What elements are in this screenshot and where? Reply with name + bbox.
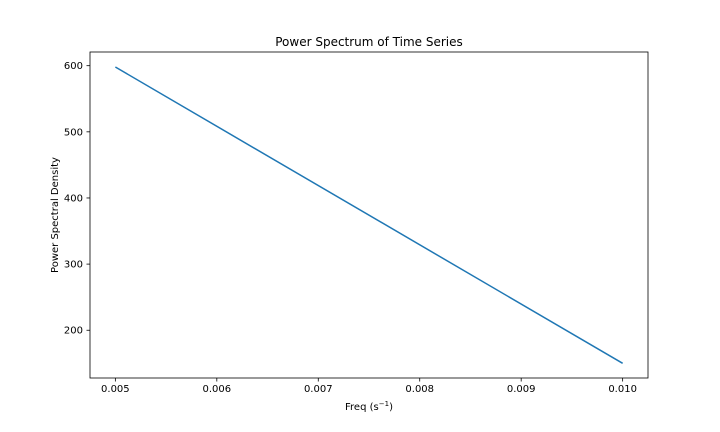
- y-tick-label: 500: [64, 127, 83, 138]
- y-tick-label: 600: [64, 61, 83, 72]
- y-tick-label: 200: [64, 326, 83, 337]
- x-tick-label: 0.008: [405, 384, 434, 395]
- x-axis-label: Freq (s−1): [345, 400, 393, 413]
- y-tick-label: 300: [64, 260, 83, 271]
- plot-area: [89, 51, 649, 379]
- x-axis: 0.005 0.006 0.007 0.008 0.009 0.010: [101, 378, 637, 395]
- y-axis-label: Power Spectral Density: [50, 157, 61, 273]
- series-line: [114, 66, 624, 364]
- y-tick-label: 400: [64, 193, 83, 204]
- x-tick-label: 0.007: [304, 384, 333, 395]
- x-axis-label-exponent: −1: [379, 400, 389, 408]
- y-axis: 200 300 400 500 600: [64, 61, 90, 337]
- x-axis-label-main: Freq (s: [345, 402, 379, 413]
- x-tick-label: 0.005: [101, 384, 130, 395]
- plot-frame: [89, 51, 649, 379]
- x-tick-label: 0.006: [202, 384, 231, 395]
- x-axis-label-suffix: ): [389, 402, 393, 413]
- series-layer: [114, 66, 624, 364]
- x-tick-label: 0.009: [507, 384, 536, 395]
- x-tick-label: 0.010: [608, 384, 637, 395]
- chart-title: Power Spectrum of Time Series: [275, 35, 463, 49]
